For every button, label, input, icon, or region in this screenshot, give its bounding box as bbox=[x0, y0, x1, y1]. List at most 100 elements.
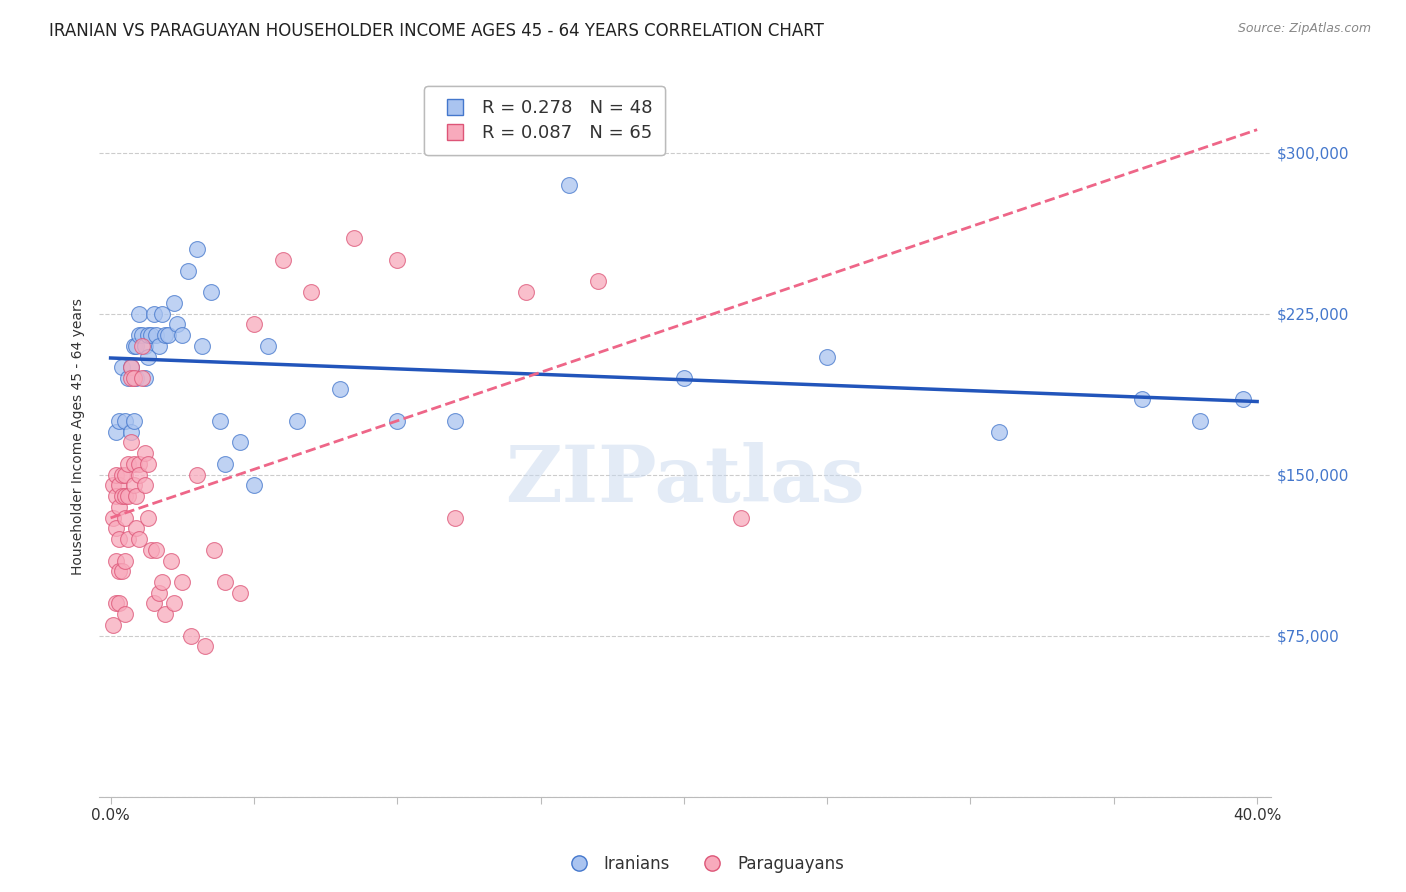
Point bbox=[134, 339, 156, 353]
Point bbox=[194, 640, 217, 654]
Point bbox=[228, 585, 250, 599]
Point bbox=[387, 414, 409, 428]
Point bbox=[443, 414, 465, 428]
Point bbox=[103, 618, 125, 632]
Point bbox=[1188, 414, 1211, 428]
Point bbox=[202, 542, 225, 557]
Point bbox=[122, 339, 145, 353]
Point bbox=[815, 350, 838, 364]
Point bbox=[156, 328, 179, 343]
Point bbox=[120, 360, 142, 375]
Point bbox=[329, 382, 352, 396]
Point bbox=[114, 510, 136, 524]
Point bbox=[148, 585, 170, 599]
Text: IRANIAN VS PARAGUAYAN HOUSEHOLDER INCOME AGES 45 - 64 YEARS CORRELATION CHART: IRANIAN VS PARAGUAYAN HOUSEHOLDER INCOME… bbox=[49, 22, 824, 40]
Point bbox=[228, 435, 250, 450]
Point bbox=[105, 467, 128, 482]
Point bbox=[114, 414, 136, 428]
Point bbox=[114, 607, 136, 622]
Point bbox=[131, 328, 153, 343]
Point bbox=[200, 285, 222, 300]
Point bbox=[105, 597, 128, 611]
Point bbox=[120, 371, 142, 385]
Point bbox=[214, 457, 236, 471]
Point bbox=[443, 510, 465, 524]
Point bbox=[150, 574, 173, 589]
Point bbox=[257, 339, 280, 353]
Point bbox=[105, 521, 128, 535]
Point bbox=[108, 597, 131, 611]
Point bbox=[117, 532, 139, 546]
Legend: R = 0.278   N = 48, R = 0.087   N = 65: R = 0.278 N = 48, R = 0.087 N = 65 bbox=[425, 87, 665, 155]
Point bbox=[172, 574, 194, 589]
Point bbox=[128, 467, 150, 482]
Point bbox=[285, 414, 308, 428]
Point bbox=[153, 328, 176, 343]
Point bbox=[159, 553, 181, 567]
Point bbox=[166, 318, 188, 332]
Point bbox=[122, 414, 145, 428]
Point bbox=[163, 296, 186, 310]
Point bbox=[125, 339, 148, 353]
Point bbox=[122, 478, 145, 492]
Point bbox=[114, 489, 136, 503]
Point bbox=[125, 489, 148, 503]
Point bbox=[730, 510, 752, 524]
Point bbox=[180, 629, 202, 643]
Point bbox=[586, 274, 609, 288]
Point bbox=[131, 371, 153, 385]
Point bbox=[114, 467, 136, 482]
Point bbox=[114, 553, 136, 567]
Point bbox=[148, 339, 170, 353]
Point bbox=[142, 307, 165, 321]
Point bbox=[299, 285, 322, 300]
Point bbox=[186, 467, 208, 482]
Point bbox=[208, 414, 231, 428]
Point bbox=[117, 371, 139, 385]
Point bbox=[122, 371, 145, 385]
Point bbox=[103, 478, 125, 492]
Point bbox=[111, 489, 134, 503]
Point bbox=[145, 542, 167, 557]
Y-axis label: Householder Income Ages 45 - 64 years: Householder Income Ages 45 - 64 years bbox=[72, 299, 86, 575]
Point bbox=[120, 435, 142, 450]
Point bbox=[108, 532, 131, 546]
Point bbox=[120, 425, 142, 439]
Point bbox=[515, 285, 537, 300]
Point bbox=[243, 478, 266, 492]
Point bbox=[120, 360, 142, 375]
Point bbox=[1132, 392, 1154, 407]
Point bbox=[131, 339, 153, 353]
Point bbox=[672, 371, 695, 385]
Point bbox=[139, 328, 162, 343]
Point bbox=[150, 307, 173, 321]
Point bbox=[111, 564, 134, 578]
Point bbox=[108, 564, 131, 578]
Point bbox=[988, 425, 1011, 439]
Point bbox=[214, 574, 236, 589]
Point bbox=[128, 532, 150, 546]
Text: ZIPatlas: ZIPatlas bbox=[506, 442, 865, 518]
Point bbox=[134, 446, 156, 460]
Point bbox=[111, 360, 134, 375]
Point bbox=[136, 350, 159, 364]
Point bbox=[117, 457, 139, 471]
Point bbox=[108, 414, 131, 428]
Point bbox=[125, 371, 148, 385]
Point bbox=[122, 457, 145, 471]
Point bbox=[111, 467, 134, 482]
Point bbox=[271, 252, 294, 267]
Point bbox=[108, 500, 131, 514]
Point bbox=[153, 607, 176, 622]
Point bbox=[186, 242, 208, 256]
Point bbox=[136, 510, 159, 524]
Text: Source: ZipAtlas.com: Source: ZipAtlas.com bbox=[1237, 22, 1371, 36]
Point bbox=[243, 318, 266, 332]
Point bbox=[177, 263, 200, 277]
Point bbox=[387, 252, 409, 267]
Point bbox=[103, 510, 125, 524]
Point bbox=[1232, 392, 1254, 407]
Point bbox=[125, 521, 148, 535]
Point bbox=[139, 542, 162, 557]
Point bbox=[105, 489, 128, 503]
